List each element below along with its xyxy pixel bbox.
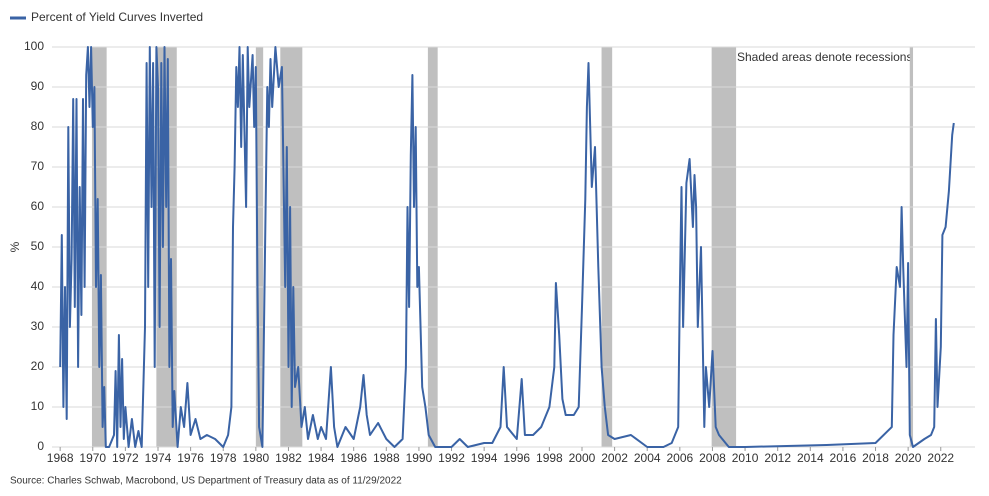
y-tick-label: 40 bbox=[31, 279, 45, 293]
y-tick-label: 20 bbox=[31, 359, 45, 373]
x-tick-label: 2012 bbox=[764, 451, 791, 465]
x-tick-label: 1968 bbox=[47, 451, 74, 465]
y-axis-label: % bbox=[8, 241, 22, 252]
x-tick-label: 2010 bbox=[732, 451, 759, 465]
x-tick-label: 1998 bbox=[536, 451, 563, 465]
x-tick-label: 2014 bbox=[797, 451, 824, 465]
y-tick-label: 100 bbox=[24, 39, 44, 53]
x-tick-label: 2016 bbox=[830, 451, 857, 465]
x-tick-label: 1982 bbox=[275, 451, 302, 465]
x-tick-label: 1990 bbox=[406, 451, 433, 465]
y-tick-label: 70 bbox=[31, 159, 45, 173]
x-tick-label: 1992 bbox=[438, 451, 465, 465]
x-tick-label: 2008 bbox=[699, 451, 726, 465]
y-tick-label: 30 bbox=[31, 319, 45, 333]
x-tick-label: 1986 bbox=[340, 451, 367, 465]
y-tick-label: 90 bbox=[31, 79, 45, 93]
series-line bbox=[59, 46, 955, 448]
x-tick-label: 1972 bbox=[112, 451, 139, 465]
x-tick-label: 1988 bbox=[373, 451, 400, 465]
x-tick-label: 2004 bbox=[634, 451, 661, 465]
x-tick-label: 1976 bbox=[177, 451, 204, 465]
y-tick-label: 50 bbox=[31, 239, 45, 253]
y-tick-label: 10 bbox=[31, 399, 45, 413]
x-tick-label: 1984 bbox=[308, 451, 335, 465]
x-tick-label: 2018 bbox=[862, 451, 889, 465]
x-tick-label: 1978 bbox=[210, 451, 237, 465]
x-tick-label: 1980 bbox=[242, 451, 269, 465]
annotation: Shaded areas denote recessions bbox=[737, 50, 912, 64]
y-tick-label: 60 bbox=[31, 199, 45, 213]
x-tick-label: 2022 bbox=[927, 451, 954, 465]
y-tick-label: 0 bbox=[37, 439, 44, 453]
x-tick-label: 1970 bbox=[79, 451, 106, 465]
legend-label: Percent of Yield Curves Inverted bbox=[31, 10, 203, 24]
x-tick-label: 1974 bbox=[145, 451, 172, 465]
source: Source: Charles Schwab, Macrobond, US De… bbox=[10, 476, 402, 487]
x-tick-label: 2006 bbox=[666, 451, 693, 465]
x-tick-label: 2002 bbox=[601, 451, 628, 465]
x-tick-label: 1996 bbox=[503, 451, 530, 465]
x-tick-label: 2020 bbox=[895, 451, 922, 465]
x-tick-label: 1994 bbox=[471, 451, 498, 465]
x-tick-label: 2000 bbox=[569, 451, 596, 465]
y-tick-label: 80 bbox=[31, 119, 45, 133]
